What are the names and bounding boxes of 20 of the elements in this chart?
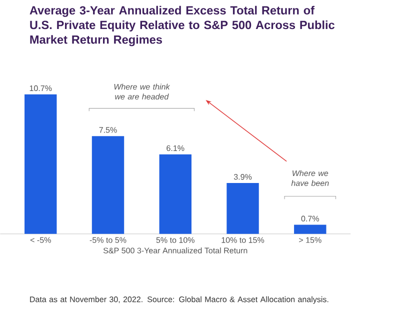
x-tick-label: < -5% — [30, 237, 51, 244]
bar — [226, 183, 259, 234]
bar — [159, 154, 192, 234]
bar — [294, 224, 326, 234]
x-tick-label: > 15% — [299, 237, 322, 244]
data-label: 6.1% — [166, 146, 184, 152]
x-tick-label: 10% to 15% — [222, 237, 264, 244]
x-tick-label: 5% to 10% — [156, 237, 194, 244]
data-label: 7.5% — [99, 127, 117, 133]
bar — [92, 136, 124, 234]
bar — [24, 94, 57, 234]
annotation: Where we have been — [291, 170, 329, 186]
x-tick-label: -5% to 5% — [90, 237, 126, 244]
x-axis-title: S&P 500 3-Year Annualized Total Return — [103, 248, 248, 254]
annotation: Where we think we are headed — [114, 84, 170, 100]
text: Data as at November 30, 2022. Source: Global Macro & Asset Allocation analysis. — [30, 296, 328, 304]
data-label: 10.7% — [30, 86, 52, 92]
data-label: 3.9% — [234, 174, 252, 180]
data-label: 0.7% — [301, 216, 320, 222]
chart-title: Average 3-Year Annualized Excess Total Return of U.S. Private Equity Relative to S&P 500 Across Public Market Return Regimes — [30, 6, 334, 46]
